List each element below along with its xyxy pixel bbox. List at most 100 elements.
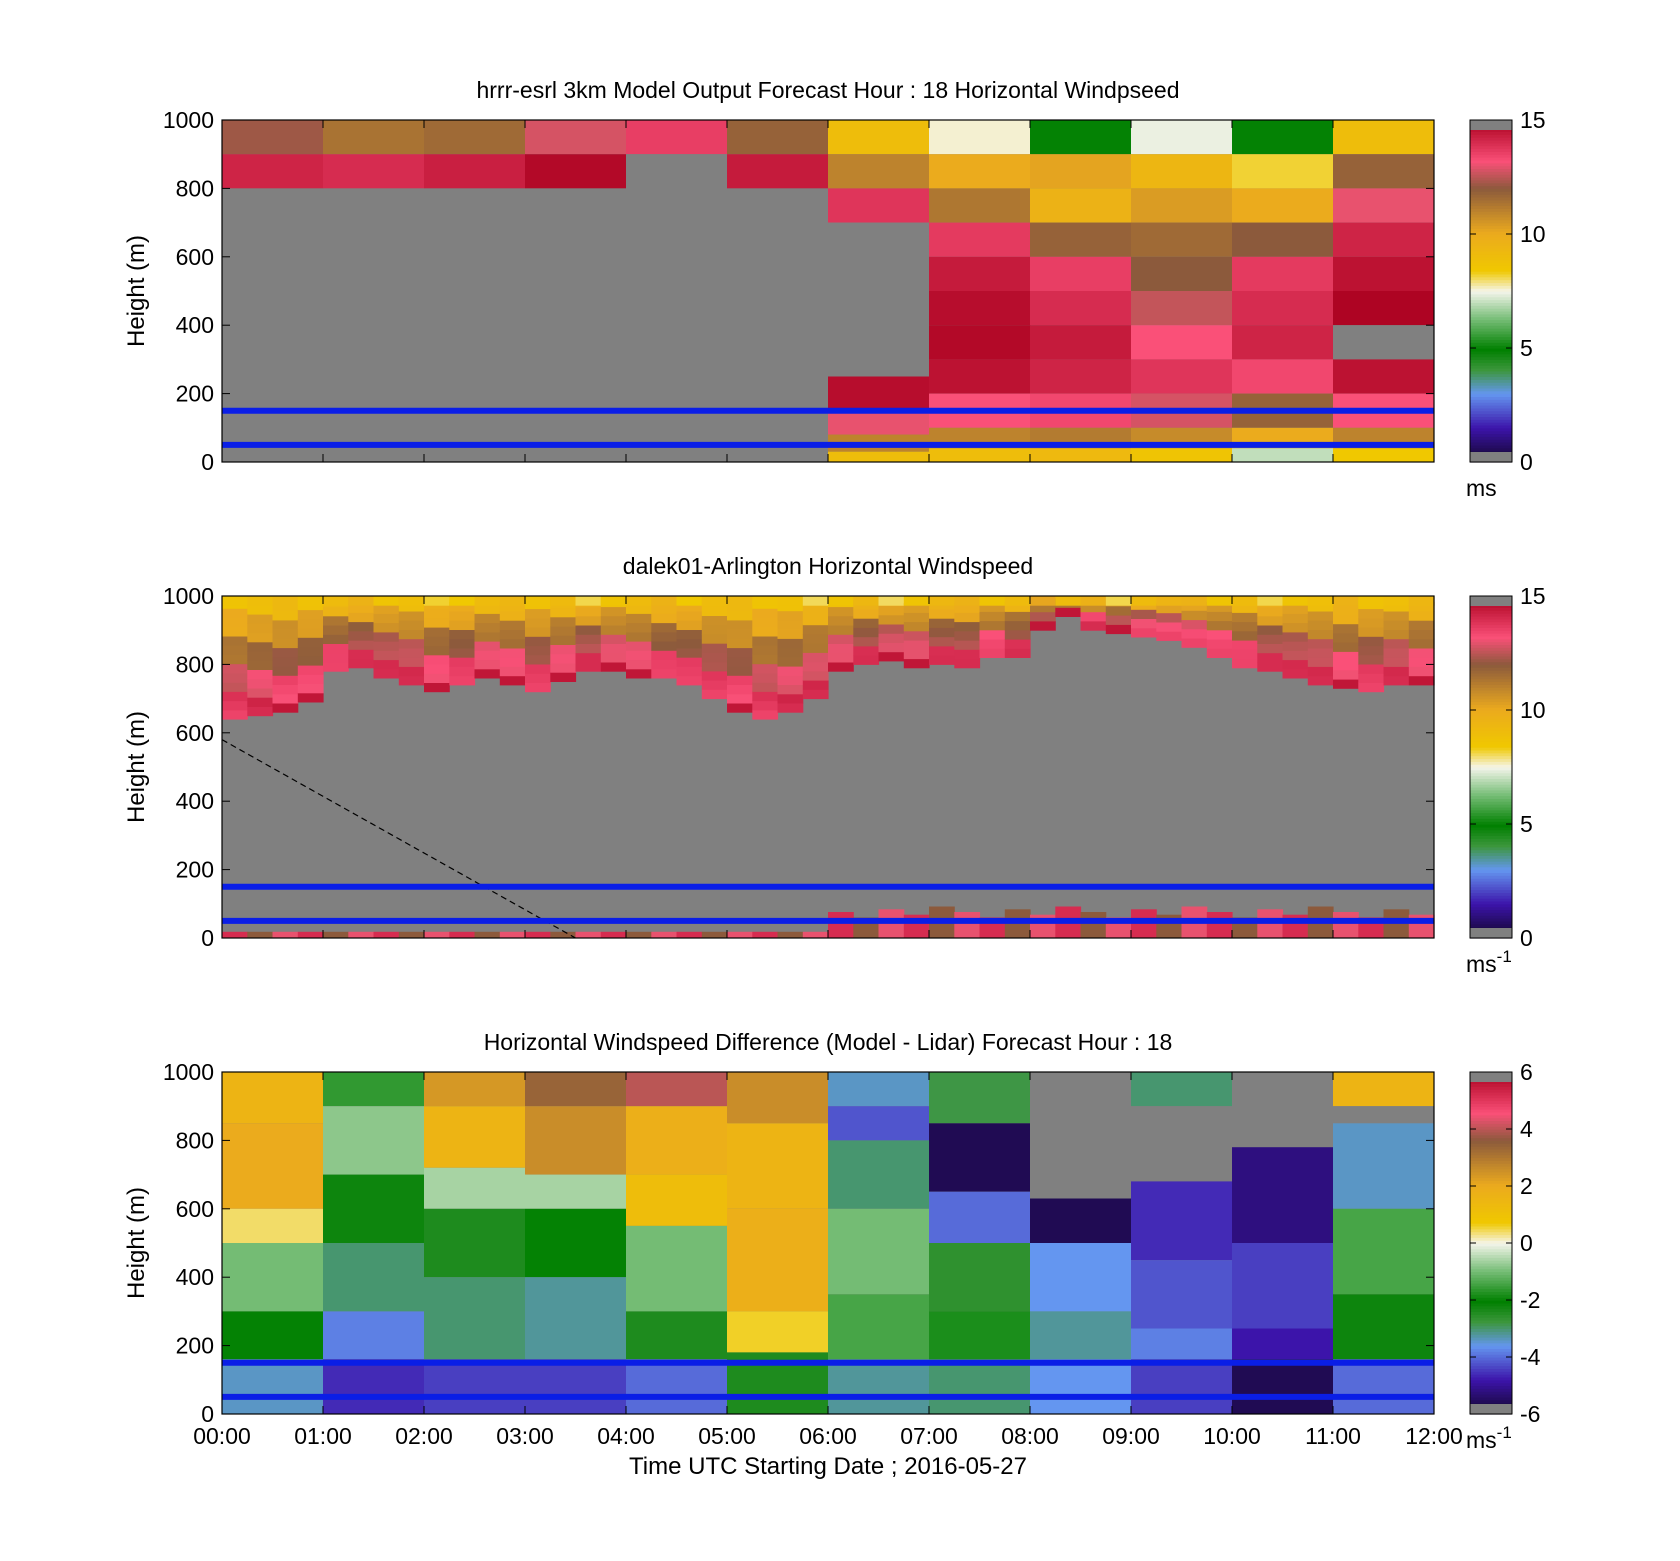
heatmap-cell [1333,614,1359,625]
colorbar-tick-label: -2 [1520,1287,1540,1313]
colorbar-segment [1470,1396,1512,1401]
colorbar-segment [1470,1234,1512,1238]
heatmap-cell [676,657,703,667]
colorbar-segment [1470,1297,1512,1301]
heatmap-cell [1282,604,1309,614]
colorbar-segment [1470,849,1512,854]
colorbar: 0 5 10 15 ms [1466,107,1546,501]
heatmap-cell [1105,605,1132,616]
colorbar-segment [1470,1345,1512,1350]
heatmap-cell [676,931,703,938]
heatmap-cell [222,645,248,655]
heatmap-cell [1358,682,1385,693]
heatmap-cell [1333,605,1359,615]
colorbar-segment [1470,154,1512,158]
heatmap-cell [424,154,526,189]
colorbar-segment [1470,684,1512,688]
colorbar-segment [1470,1376,1512,1381]
colorbar-segment [1470,159,1512,164]
heatmap-cell [1232,256,1334,291]
colorbar-tick-label: 15 [1520,583,1546,609]
colorbar-segment [1470,370,1512,375]
heatmap-cell [499,601,526,612]
heatmap-cell [828,625,854,635]
heatmap-cell [222,120,324,155]
heatmap-cell [752,700,779,711]
heatmap-cell [575,652,602,663]
colorbar-segment [1470,909,1512,913]
heatmap-cell [1257,634,1284,644]
colorbar-segment [1470,367,1512,372]
heatmap-cell [1408,675,1435,686]
heatmap-cell [1333,154,1435,189]
heatmap-cell [1181,638,1208,648]
heatmap-cell [1333,1106,1435,1124]
colorbar-segment [1470,256,1512,261]
heatmap-cell [727,1072,829,1124]
heatmap-cell [828,634,854,644]
heatmap-cell [525,120,627,155]
colorbar-tick-label: 4 [1520,1116,1533,1142]
heatmap-cell [626,120,728,155]
heatmap-cell [272,638,299,649]
colorbar-unit: ms [1466,475,1497,501]
heatmap-cell [222,1311,324,1360]
colorbar-segment [1470,419,1512,423]
colorbar-segment [1470,353,1512,358]
colorbar-segment [1470,903,1512,908]
heatmap-cell [373,631,400,642]
colorbar-segment [1470,715,1512,720]
heatmap-cell [398,657,425,667]
heatmap-cell [499,620,526,630]
heatmap-cell [525,1277,627,1360]
heatmap-cell [954,621,981,632]
heatmap-cell [1080,611,1107,622]
colorbar-segment [1470,216,1512,221]
colorbar-segment [1470,1160,1512,1164]
colorbar-segment [1470,296,1512,301]
heatmap-cell [1232,325,1334,360]
heatmap-cell [1383,596,1410,606]
colorbar-unit: ms-1 [1466,947,1512,977]
heatmap-cell [247,697,274,707]
colorbar-segment [1470,1089,1512,1093]
heatmap-cell [1307,638,1334,649]
colorbar-segment [1470,362,1512,366]
colorbar-segment [1470,912,1512,916]
heatmap-cell [676,675,703,686]
panel-lidar: dalek01-Arlington Horizontal Windspeed H… [123,553,1546,977]
heatmap-cell [727,693,753,704]
colorbar-segment [1470,405,1512,409]
heatmap-cell [1004,596,1031,606]
heatmap-cell [499,596,526,606]
heatmap-cell [1232,1072,1334,1113]
colorbar-segment [1470,1163,1512,1167]
x-tick-label: 06:00 [799,1423,857,1449]
colorbar-segment [1470,895,1512,899]
heatmap-cell [1105,624,1132,635]
heatmap-cell [323,931,349,938]
heatmap-cell [449,666,476,677]
heatmap-cell [1232,612,1258,623]
heatmap-cell [1358,596,1385,606]
heatmap-cell [626,631,652,642]
colorbar-segment [1470,231,1512,235]
y-axis-ticks: 0 200 400 600 800 1000 [163,107,1434,475]
heatmap-cell [1333,120,1435,155]
heatmap-cell [1358,654,1385,665]
heatmap-cell [878,614,905,625]
colorbar-segment [1470,858,1512,862]
colorbar-cap [1470,596,1512,606]
heatmap-cell [1333,291,1435,326]
heatmap-cell [1232,359,1334,394]
colorbar-segment [1470,738,1512,742]
heatmap-cell [1080,621,1107,631]
heatmap-cell [1105,596,1132,606]
heatmap-cell [777,666,804,676]
colorbar-segment [1470,1354,1512,1358]
x-tick-label: 08:00 [1001,1423,1059,1449]
heatmap-cell [247,931,274,938]
colorbar-segment [1470,1194,1512,1198]
colorbar-segment [1470,165,1512,170]
heatmap-cell [1181,619,1208,630]
